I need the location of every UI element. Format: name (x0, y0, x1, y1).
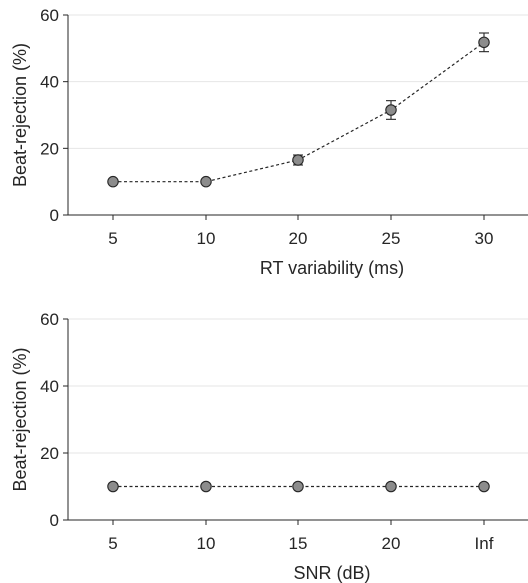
y-tick-label: 20 (40, 444, 59, 463)
chart-panel-2: 0 20 40 60 5 10 15 20 Inf SNR (dB) Beat-rejection … (10, 310, 528, 583)
y-tick-label: 60 (40, 310, 59, 329)
x-tick-label: 10 (197, 534, 216, 553)
y-tick-label: 60 (40, 6, 59, 25)
y-tick-label: 40 (40, 73, 59, 92)
data-point (478, 36, 490, 49)
x-tick-label: 5 (108, 534, 117, 553)
x-tick-label: 20 (382, 534, 401, 553)
y-axis-label: Beat-rejection (%) (10, 43, 30, 187)
x-tick-label: 15 (289, 534, 308, 553)
data-point (107, 175, 119, 188)
data-point (385, 480, 397, 493)
x-tick-label: 10 (197, 229, 216, 248)
y-tick-label: 40 (40, 377, 59, 396)
x-tick-label: 30 (475, 229, 494, 248)
x-axis-label: SNR (dB) (293, 563, 370, 583)
data-point (200, 480, 212, 493)
x-tick-label: 20 (289, 229, 308, 248)
y-tick-label: 0 (50, 511, 59, 530)
x-tick-label: 25 (382, 229, 401, 248)
data-point (292, 480, 304, 493)
x-axis-label: RT variability (ms) (260, 258, 404, 278)
data-point (200, 175, 212, 188)
chart-panel-1: 0 20 40 60 5 10 20 25 30 RT variability (ms) Beat-… (10, 6, 528, 278)
data-point (292, 154, 304, 166)
x-tick-label: 5 (108, 229, 117, 248)
data-point (107, 480, 119, 493)
x-tick-label: Inf (475, 534, 494, 553)
y-axis-label: Beat-rejection (%) (10, 347, 30, 491)
y-tick-label: 0 (50, 206, 59, 225)
data-point (385, 104, 397, 116)
y-tick-label: 20 (40, 139, 59, 158)
data-point (478, 480, 490, 493)
